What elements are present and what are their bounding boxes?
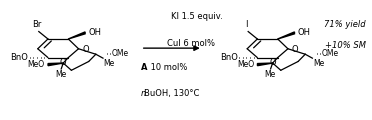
Text: I: I: [246, 20, 248, 29]
Text: n: n: [141, 89, 146, 98]
Text: MeO: MeO: [28, 60, 45, 69]
Text: OMe: OMe: [321, 49, 339, 58]
Text: MeO: MeO: [237, 60, 254, 69]
Text: O: O: [60, 58, 67, 67]
Text: 71% yield: 71% yield: [324, 20, 366, 29]
Text: O: O: [82, 45, 89, 54]
Text: Me: Me: [313, 59, 324, 68]
Polygon shape: [48, 63, 63, 66]
Text: Me: Me: [103, 59, 115, 68]
Polygon shape: [278, 32, 295, 39]
Text: Me: Me: [55, 69, 67, 78]
Text: +10% SM: +10% SM: [325, 41, 366, 50]
Text: O: O: [292, 45, 298, 54]
Text: Me: Me: [264, 69, 276, 78]
Polygon shape: [257, 63, 273, 66]
Text: BnO: BnO: [10, 53, 28, 62]
Polygon shape: [68, 32, 85, 39]
Text: OMe: OMe: [112, 49, 129, 58]
Text: 10 mol%: 10 mol%: [148, 63, 187, 72]
Text: CuI 6 mol%: CuI 6 mol%: [167, 39, 215, 48]
Text: KI 1.5 equiv.: KI 1.5 equiv.: [171, 12, 223, 21]
Text: OH: OH: [298, 28, 311, 37]
Text: A: A: [141, 63, 147, 72]
Text: OH: OH: [88, 28, 101, 37]
Text: BnO: BnO: [219, 53, 237, 62]
Text: Br: Br: [33, 20, 42, 29]
Text: O: O: [269, 58, 276, 67]
Text: BuOH, 130°C: BuOH, 130°C: [144, 89, 199, 98]
